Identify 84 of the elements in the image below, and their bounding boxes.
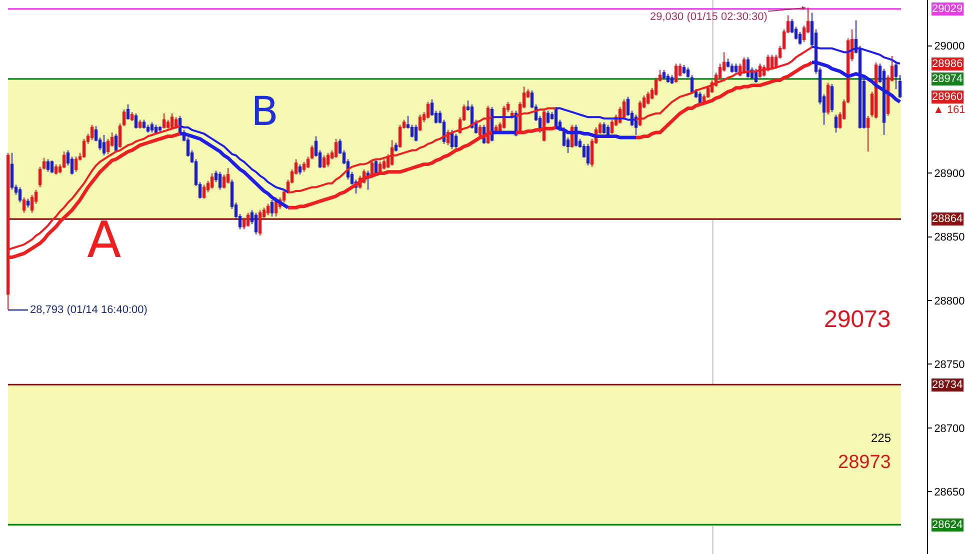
candlestick — [830, 84, 834, 113]
candlestick — [418, 114, 422, 132]
candlestick — [158, 126, 162, 133]
candlestick — [394, 142, 398, 152]
candlestick — [154, 124, 158, 134]
candlestick — [218, 171, 222, 190]
annotation: A — [87, 211, 122, 269]
candlestick — [686, 67, 690, 78]
ref-line-label: 28624 — [932, 519, 963, 531]
candlestick — [134, 112, 138, 130]
candlestick — [122, 109, 126, 127]
candlestick — [306, 156, 310, 169]
candlestick — [270, 199, 274, 218]
candlestick — [62, 151, 66, 169]
candlestick — [30, 194, 34, 214]
candlestick — [46, 158, 50, 172]
candlestick — [258, 210, 262, 236]
candlestick — [142, 119, 146, 130]
candlestick — [602, 122, 606, 134]
candlestick — [390, 140, 394, 166]
ref-line-label: 29029 — [932, 3, 963, 15]
candlestick — [834, 114, 838, 133]
candlestick — [826, 82, 830, 116]
candlestick — [310, 144, 314, 160]
candlestick — [18, 186, 22, 203]
candlestick — [202, 184, 206, 200]
candlestick — [674, 63, 678, 84]
annotation: 29,030 (01/15 02:30:30) — [650, 11, 768, 23]
candlestick — [334, 138, 338, 158]
candlestick — [326, 152, 330, 168]
ref-line-label: 28974 — [932, 73, 963, 85]
candlestick — [662, 70, 666, 80]
y-tick-label: 28900 — [934, 168, 965, 180]
candlestick — [90, 124, 94, 141]
candlestick — [426, 101, 430, 119]
annotation: 29073 — [824, 306, 891, 333]
candlestick — [102, 134, 106, 156]
y-tick-label: 29000 — [934, 40, 965, 53]
candlestick — [50, 160, 54, 174]
ref-line-label: 28734 — [932, 379, 963, 391]
annotation: 225 — [871, 431, 892, 445]
ref-line-label: 28864 — [932, 213, 963, 225]
candlestick — [682, 64, 686, 74]
candlestick — [74, 156, 78, 172]
candlestick — [546, 110, 550, 124]
annotation: 28,793 (01/14 16:40:00) — [30, 304, 148, 316]
y-tick-label: 28650 — [934, 486, 965, 498]
candlestick — [210, 172, 214, 189]
candlestick — [414, 124, 418, 142]
candlestick — [322, 154, 326, 169]
candlestick — [42, 157, 46, 170]
y-tick-label: 28850 — [934, 232, 965, 244]
candlestick — [126, 104, 130, 120]
candlestick — [54, 164, 58, 175]
candlestick — [22, 196, 26, 214]
candlestick — [454, 133, 458, 150]
candlestick — [690, 74, 694, 94]
candlestick — [150, 122, 154, 133]
candlestick — [770, 54, 774, 70]
candlestick — [26, 198, 30, 208]
candlestick — [254, 212, 258, 235]
annotation: 28973 — [838, 452, 891, 473]
candlestick — [586, 143, 590, 166]
candlestick — [266, 203, 270, 216]
candlestick — [646, 91, 650, 105]
candlestick — [138, 119, 142, 130]
text: 28960 — [932, 91, 963, 103]
candlestick — [898, 74, 902, 99]
candlestick — [246, 212, 250, 228]
candlestick — [734, 63, 738, 74]
candlestick — [670, 74, 674, 85]
candlestick — [894, 62, 898, 90]
annotation: B — [251, 89, 278, 135]
candlestick — [298, 164, 302, 175]
y-tick-label: 28700 — [934, 422, 965, 435]
y-tick-label: 28800 — [934, 295, 965, 308]
text: ▲ 161 — [933, 104, 965, 116]
y-tick-label: 28750 — [934, 359, 965, 372]
candlestick — [866, 115, 870, 152]
candlestick — [130, 112, 134, 122]
text: 28986 — [932, 58, 963, 70]
candlestick — [38, 166, 42, 188]
candlestick — [666, 73, 670, 84]
candlestick — [114, 133, 118, 152]
